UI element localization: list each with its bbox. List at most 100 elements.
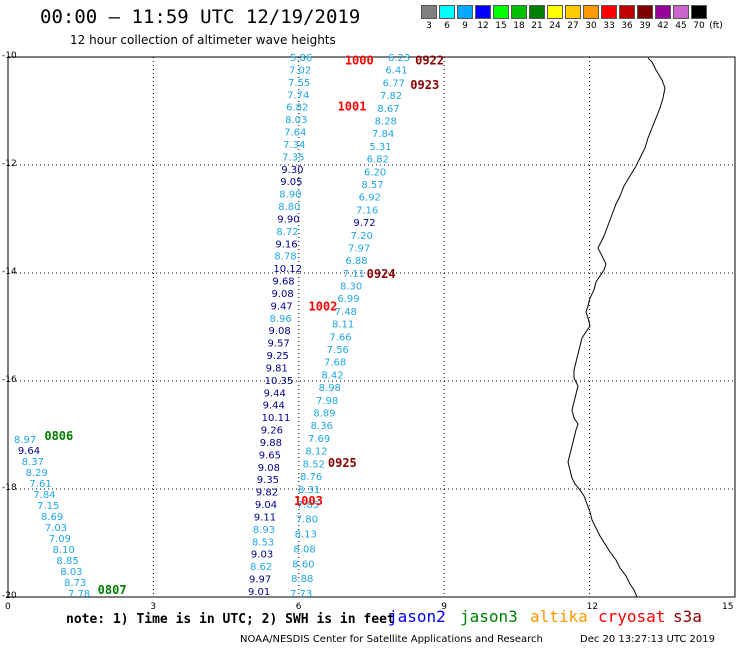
y-tick-label: -20 <box>2 591 17 601</box>
satellite-legend-item: cryosat <box>598 607 666 626</box>
scale-swatch <box>529 5 545 19</box>
wave-height-value: 7.34 <box>283 140 305 151</box>
wave-height-value: 9.97 <box>249 575 271 586</box>
wave-height-value: 9.01 <box>248 587 270 598</box>
wave-height-value: 8.03 <box>60 567 82 578</box>
scale-swatch <box>547 5 563 19</box>
wave-height-value: 6.23 <box>388 53 410 64</box>
pass-time-label: 0807 <box>98 583 127 597</box>
wave-height-value: 8.90 <box>279 190 301 201</box>
generated-timestamp: Dec 20 13:27:13 UTC 2019 <box>580 634 715 645</box>
wave-height-value: 8.57 <box>361 180 383 191</box>
pass-time-label: 0924 <box>367 267 396 281</box>
scale-swatch <box>655 5 671 19</box>
scale-swatch <box>565 5 581 19</box>
scale-swatch <box>637 5 653 19</box>
scale-swatch <box>457 5 473 19</box>
pass-time-label: 0922 <box>415 54 444 68</box>
wave-height-value: 5.86 <box>290 53 312 64</box>
wave-height-value: 8.76 <box>300 472 322 483</box>
scale-swatch <box>601 5 617 19</box>
wave-height-value: 7.78 <box>68 589 90 600</box>
wave-height-value: 9.11 <box>254 512 276 523</box>
pass-time-label: 0925 <box>328 456 357 470</box>
wave-height-value: 8.13 <box>295 530 317 541</box>
wave-height-value: 8.62 <box>250 562 272 573</box>
wave-height-value: 8.11 <box>332 320 354 331</box>
wave-height-value: 7.84 <box>33 490 55 501</box>
wave-height-value: 8.89 <box>313 409 335 420</box>
wave-height-value: 8.12 <box>305 447 327 458</box>
wave-height-value: 7.98 <box>316 396 338 407</box>
y-tick-label: -14 <box>2 267 17 277</box>
wave-height-value: 8.73 <box>64 578 86 589</box>
wave-height-value: 8.96 <box>269 314 291 325</box>
wave-height-value: 8.37 <box>22 457 44 468</box>
wave-height-value: 9.03 <box>251 550 273 561</box>
wave-height-value: 7.80 <box>296 515 318 526</box>
x-tick-label: 9 <box>441 602 447 612</box>
wave-height-value: 7.82 <box>380 91 402 102</box>
scale-label: 70 <box>693 21 705 31</box>
satellite-legend-item: altika <box>530 607 588 626</box>
pass-time-label: 0806 <box>44 429 73 443</box>
x-tick-label: 12 <box>586 602 599 612</box>
wave-height-value: 8.10 <box>53 545 75 556</box>
wave-height-value: 9.65 <box>259 450 281 461</box>
wave-height-value: 7.35 <box>282 152 304 163</box>
wave-height-value: 8.29 <box>26 468 48 479</box>
scale-swatch <box>439 5 455 19</box>
coastline <box>567 57 666 598</box>
wave-height-value: 7.16 <box>356 205 378 216</box>
page-subtitle: 12 hour collection of altimeter wave hei… <box>70 33 336 47</box>
wave-height-value: 10.35 <box>265 376 294 387</box>
page-title: 00:00 — 11:59 UTC 12/19/2019 <box>40 6 361 28</box>
wave-height-value: 8.28 <box>375 116 397 127</box>
scale-swatch <box>493 5 509 19</box>
footer-note: note: 1) Time is in UTC; 2) SWH is in fe… <box>66 612 395 627</box>
wave-height-value: 7.02 <box>289 65 311 76</box>
wave-height-value: 7.66 <box>329 332 351 343</box>
scale-label: 45 <box>675 21 687 31</box>
wave-height-value: 6.92 <box>359 193 381 204</box>
wave-height-value: 8.60 <box>292 559 314 570</box>
scale-label: 30 <box>585 21 597 31</box>
wave-height-value: 8.52 <box>303 459 325 470</box>
pass-time-label: 1003 <box>294 494 323 508</box>
wave-height-value: 7.85 <box>297 500 319 511</box>
wave-height-value: 9.25 <box>267 351 289 362</box>
pass-time-label: 1001 <box>338 100 367 114</box>
wave-height-value: 6.99 <box>337 294 359 305</box>
wave-height-value: 8.31 <box>298 485 320 496</box>
satellite-legend-item: jason3 <box>460 607 518 626</box>
scale-swatch <box>475 5 491 19</box>
pass-time-label: 0923 <box>410 78 439 92</box>
wave-height-value: 8.88 <box>291 574 313 585</box>
wave-height-value: 9.16 <box>275 239 297 250</box>
wave-height-value: 7.15 <box>37 501 59 512</box>
wave-height-value: 7.61 <box>29 479 51 490</box>
y-tick-label: -12 <box>2 159 17 169</box>
wave-height-value: 6.20 <box>364 167 386 178</box>
satellite-legend-item: s3a <box>673 607 702 626</box>
wave-height-value: 9.72 <box>353 218 375 229</box>
wave-height-value: 9.04 <box>255 500 277 511</box>
wave-height-value: 8.80 <box>278 202 300 213</box>
wave-height-value: 7.84 <box>372 129 394 140</box>
wave-height-value: 7.03 <box>45 523 67 534</box>
wave-height-value: 9.08 <box>258 463 280 474</box>
wave-height-value: 7.73 <box>290 589 312 600</box>
wave-height-value: 6.82 <box>286 103 308 114</box>
x-tick-label: 3 <box>150 602 157 612</box>
wave-height-value: 9.82 <box>256 488 278 499</box>
wave-height-value: 7.69 <box>308 434 330 445</box>
scale-swatch <box>619 5 635 19</box>
wave-height-value: 9.44 <box>264 388 286 399</box>
wave-height-value: 10.12 <box>273 264 302 275</box>
wave-height-value: 5.31 <box>369 142 391 153</box>
wave-height-value: 9.81 <box>266 363 288 374</box>
wave-height-value: 8.72 <box>276 227 298 238</box>
wave-height-value: 7.97 <box>348 243 370 254</box>
wave-height-value: 10.11 <box>262 413 291 424</box>
wave-height-value: 7.56 <box>327 345 349 356</box>
